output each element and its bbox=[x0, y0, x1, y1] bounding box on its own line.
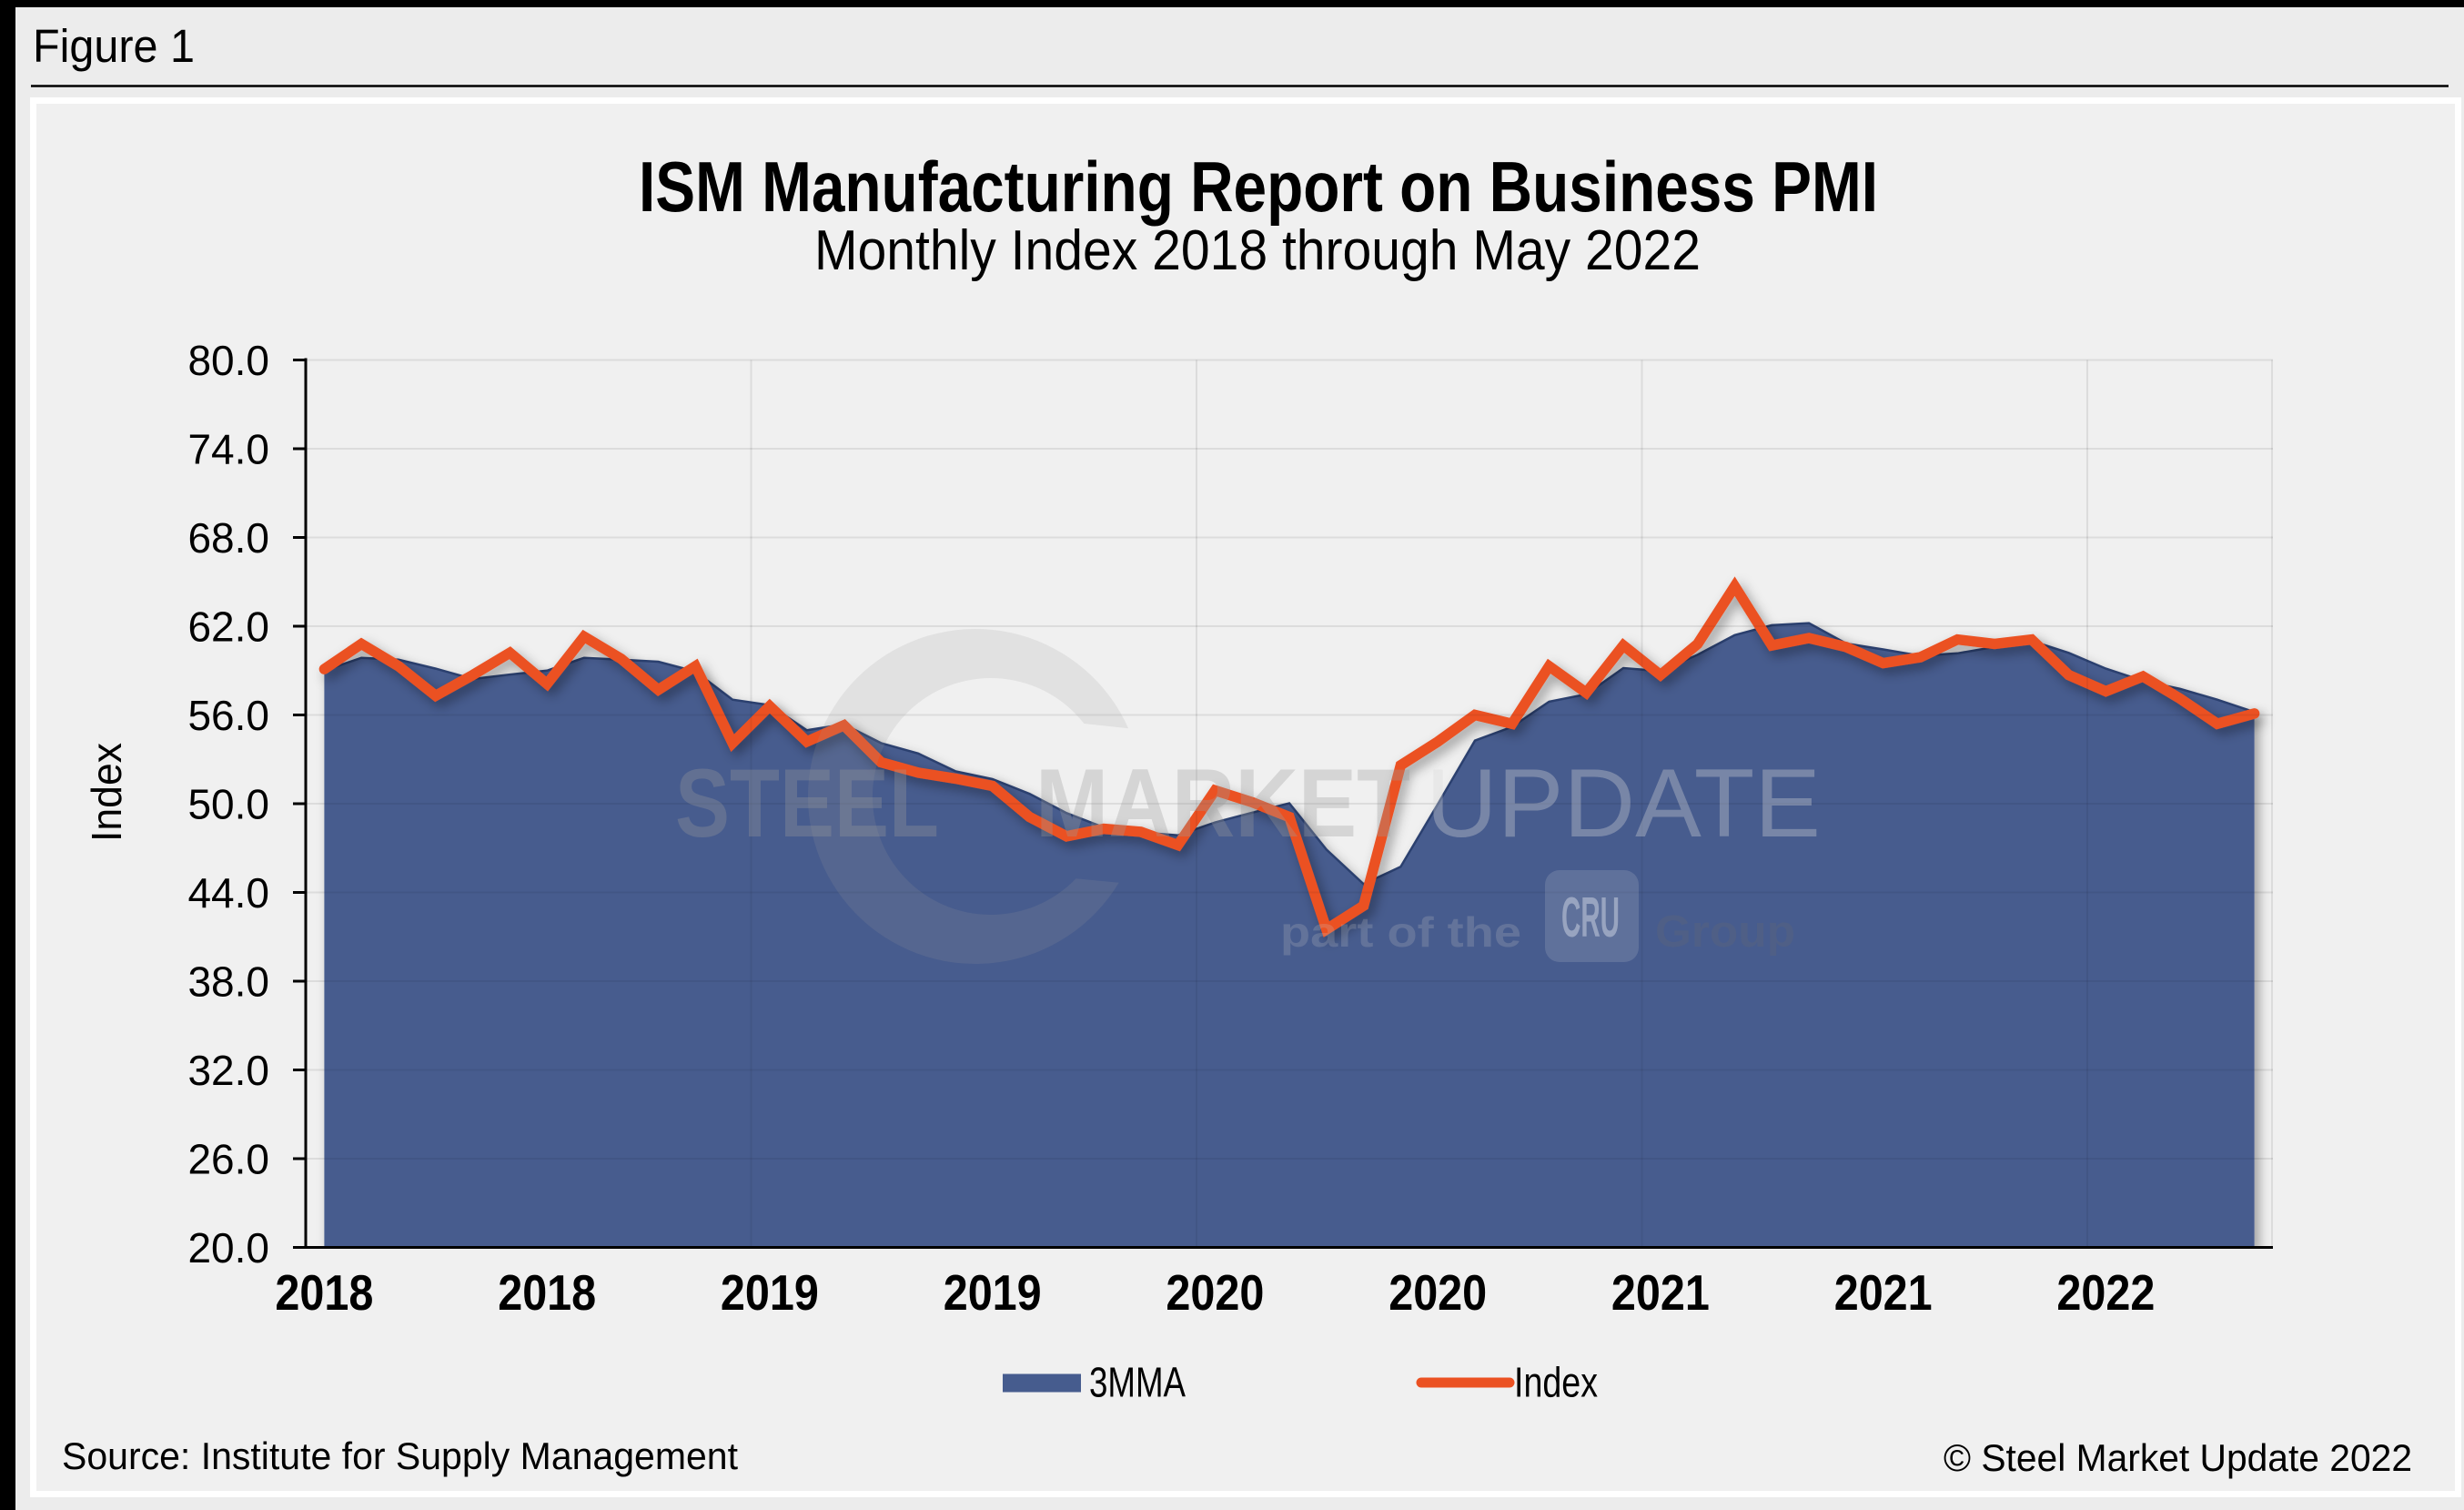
svg-text:2022: 2022 bbox=[2056, 1264, 2155, 1321]
svg-text:2019: 2019 bbox=[944, 1264, 1042, 1321]
svg-text:20.0: 20.0 bbox=[187, 1224, 269, 1272]
svg-text:Figure 1: Figure 1 bbox=[33, 20, 195, 72]
svg-text:2018: 2018 bbox=[275, 1264, 373, 1321]
svg-text:MARKET: MARKET bbox=[1035, 748, 1410, 857]
svg-text:Index: Index bbox=[83, 743, 130, 842]
svg-text:26.0: 26.0 bbox=[187, 1136, 269, 1183]
svg-text:62.0: 62.0 bbox=[187, 603, 269, 651]
svg-text:Monthly Index 2018 through May: Monthly Index 2018 through May 2022 bbox=[814, 219, 1701, 282]
svg-text:32.0: 32.0 bbox=[187, 1047, 269, 1094]
svg-text:UPDATE: UPDATE bbox=[1426, 748, 1821, 857]
svg-text:80.0: 80.0 bbox=[187, 337, 269, 384]
svg-text:3MMA: 3MMA bbox=[1089, 1359, 1186, 1406]
svg-text:2020: 2020 bbox=[1389, 1264, 1487, 1321]
svg-text:74.0: 74.0 bbox=[187, 426, 269, 473]
svg-text:2018: 2018 bbox=[498, 1264, 596, 1321]
svg-text:ISM Manufacturing Report on Bu: ISM Manufacturing Report on Business PMI bbox=[639, 147, 1878, 227]
svg-text:68.0: 68.0 bbox=[187, 514, 269, 562]
svg-text:Source: Institute for Supply M: Source: Institute for Supply Management bbox=[62, 1434, 738, 1477]
svg-text:STEEL: STEEL bbox=[675, 748, 939, 857]
svg-text:Index: Index bbox=[1514, 1359, 1598, 1406]
svg-text:2019: 2019 bbox=[721, 1264, 819, 1321]
svg-text:CRU: CRU bbox=[1561, 887, 1620, 949]
svg-text:part of the: part of the bbox=[1280, 908, 1521, 956]
svg-text:38.0: 38.0 bbox=[187, 958, 269, 1006]
svg-text:2020: 2020 bbox=[1166, 1264, 1264, 1321]
svg-text:56.0: 56.0 bbox=[187, 692, 269, 739]
svg-text:© Steel Market Update 2022: © Steel Market Update 2022 bbox=[1944, 1436, 2412, 1479]
svg-text:50.0: 50.0 bbox=[187, 781, 269, 828]
svg-text:2021: 2021 bbox=[1611, 1264, 1710, 1321]
svg-text:Group: Group bbox=[1655, 907, 1795, 957]
svg-text:44.0: 44.0 bbox=[187, 869, 269, 917]
svg-text:2021: 2021 bbox=[1834, 1264, 1933, 1321]
